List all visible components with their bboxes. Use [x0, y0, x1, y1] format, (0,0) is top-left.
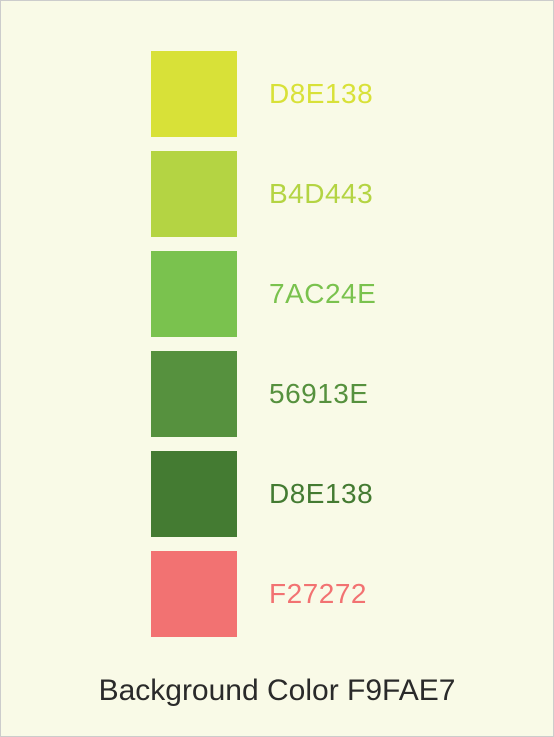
color-swatch [151, 351, 237, 437]
swatch-row: 56913E [151, 351, 553, 437]
color-swatch [151, 51, 237, 137]
swatch-row: D8E138 [151, 51, 553, 137]
swatch-row: B4D443 [151, 151, 553, 237]
swatch-row: D8E138 [151, 451, 553, 537]
swatch-label: F27272 [269, 578, 367, 610]
swatch-label: D8E138 [269, 78, 373, 110]
swatch-row: F27272 [151, 551, 553, 637]
color-swatch [151, 151, 237, 237]
color-swatch [151, 251, 237, 337]
swatch-row: 7AC24E [151, 251, 553, 337]
color-swatch [151, 451, 237, 537]
swatch-label: D8E138 [269, 478, 373, 510]
color-swatch [151, 551, 237, 637]
swatch-label: 56913E [269, 378, 369, 410]
swatch-label: 7AC24E [269, 278, 376, 310]
swatch-label: B4D443 [269, 178, 373, 210]
palette-container: D8E138 B4D443 7AC24E 56913E D8E138 F27272 [1, 1, 553, 656]
background-color-label: Background Color F9FAE7 [1, 656, 553, 736]
